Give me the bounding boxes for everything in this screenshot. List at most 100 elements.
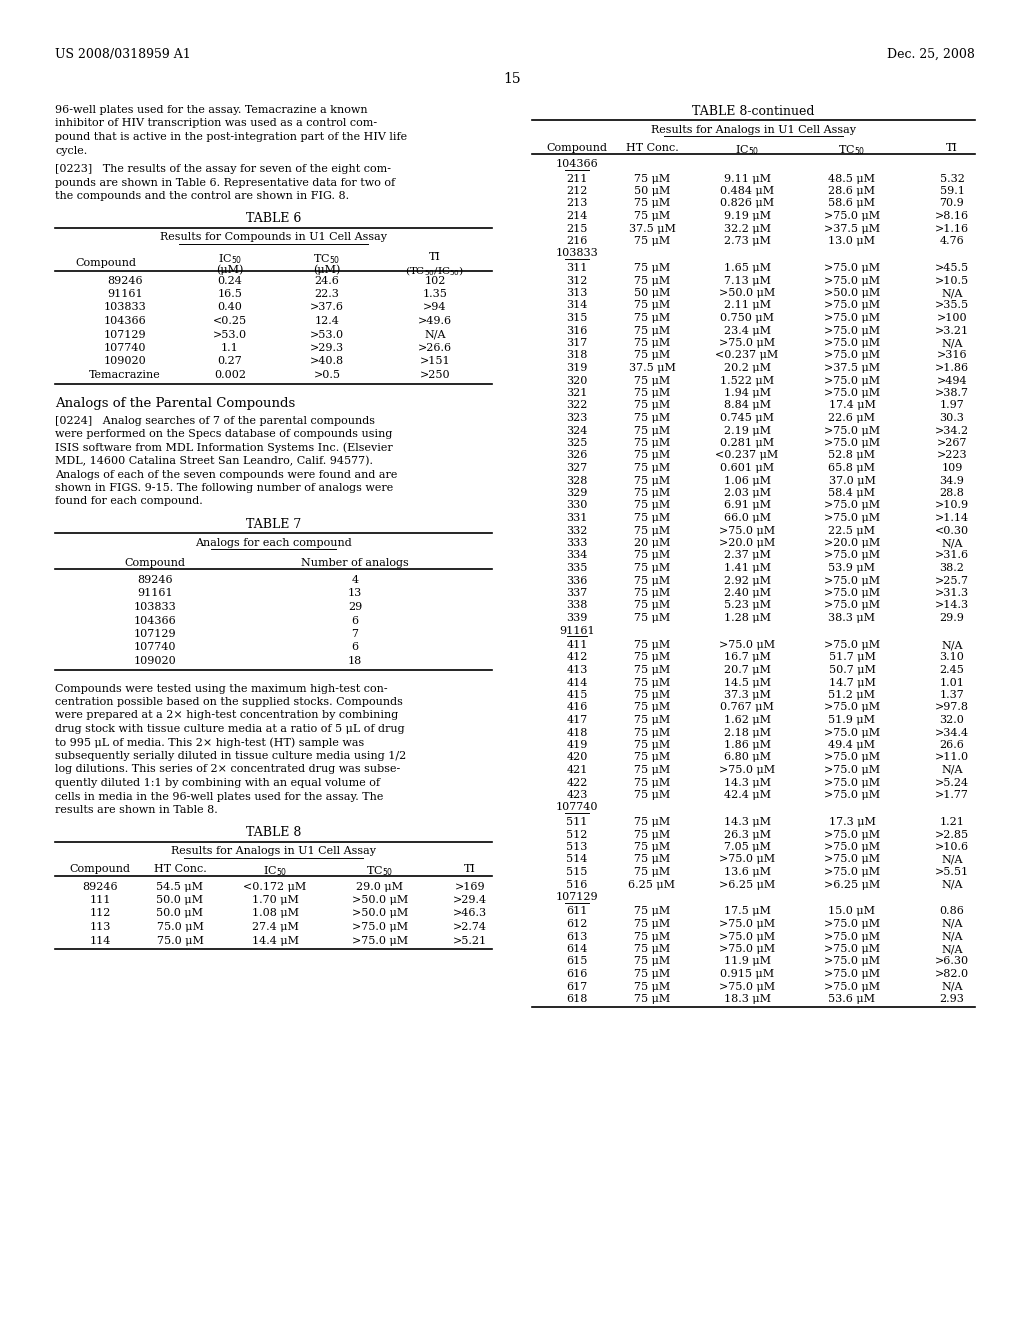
Text: 417: 417 <box>566 715 588 725</box>
Text: >75.0 μM: >75.0 μM <box>824 211 880 220</box>
Text: 6.25 μM: 6.25 μM <box>629 879 676 890</box>
Text: >1.86: >1.86 <box>935 363 969 374</box>
Text: 75 μM: 75 μM <box>634 919 670 929</box>
Text: 75 μM: 75 μM <box>634 375 670 385</box>
Text: >97.8: >97.8 <box>935 702 969 713</box>
Text: 75 μM: 75 μM <box>634 652 670 663</box>
Text: 612: 612 <box>566 919 588 929</box>
Text: 1.522 μM: 1.522 μM <box>720 375 774 385</box>
Text: 332: 332 <box>566 525 588 536</box>
Text: >75.0 μM: >75.0 μM <box>824 326 880 335</box>
Text: >50.0 μM: >50.0 μM <box>352 908 409 919</box>
Text: 51.9 μM: 51.9 μM <box>828 715 876 725</box>
Text: 75 μM: 75 μM <box>634 351 670 360</box>
Text: Temacrazine: Temacrazine <box>89 370 161 380</box>
Text: 34.9: 34.9 <box>940 475 965 486</box>
Text: 0.915 μM: 0.915 μM <box>720 969 774 979</box>
Text: 37.5 μM: 37.5 μM <box>629 223 676 234</box>
Text: 75 μM: 75 μM <box>634 640 670 649</box>
Text: 17.5 μM: 17.5 μM <box>724 907 770 916</box>
Text: >2.85: >2.85 <box>935 829 969 840</box>
Text: >75.0 μM: >75.0 μM <box>824 842 880 851</box>
Text: Compound: Compound <box>547 143 607 153</box>
Text: [0223]   The results of the assay for seven of the eight com-: [0223] The results of the assay for seve… <box>55 164 391 174</box>
Text: 75 μM: 75 μM <box>634 867 670 876</box>
Text: 611: 611 <box>566 907 588 916</box>
Text: 75 μM: 75 μM <box>634 450 670 461</box>
Text: HT Conc.: HT Conc. <box>154 865 207 874</box>
Text: cycle.: cycle. <box>55 145 87 156</box>
Text: 75 μM: 75 μM <box>634 932 670 941</box>
Text: 330: 330 <box>566 500 588 511</box>
Text: 107129: 107129 <box>556 892 598 902</box>
Text: 323: 323 <box>566 413 588 422</box>
Text: 311: 311 <box>566 263 588 273</box>
Text: 513: 513 <box>566 842 588 851</box>
Text: 313: 313 <box>566 288 588 298</box>
Text: 75 μM: 75 μM <box>634 463 670 473</box>
Text: 2.92 μM: 2.92 μM <box>724 576 770 586</box>
Text: 75 μM: 75 μM <box>634 587 670 598</box>
Text: 1.37: 1.37 <box>940 690 965 700</box>
Text: drug stock with tissue culture media at a ratio of 5 μL of drug: drug stock with tissue culture media at … <box>55 723 404 734</box>
Text: subsequently serially diluted in tissue culture media using 1/2: subsequently serially diluted in tissue … <box>55 751 407 762</box>
Text: 18: 18 <box>348 656 362 667</box>
Text: TC$_{50}$: TC$_{50}$ <box>313 252 341 267</box>
Text: >46.3: >46.3 <box>453 908 487 919</box>
Text: N/A: N/A <box>941 944 963 954</box>
Text: >1.14: >1.14 <box>935 513 969 523</box>
Text: 6: 6 <box>351 643 358 652</box>
Text: 29: 29 <box>348 602 362 612</box>
Text: 320: 320 <box>566 375 588 385</box>
Text: 2.18 μM: 2.18 μM <box>724 727 770 738</box>
Text: N/A: N/A <box>424 330 445 339</box>
Text: <0.25: <0.25 <box>213 315 247 326</box>
Text: found for each compound.: found for each compound. <box>55 496 203 507</box>
Text: 14.5 μM: 14.5 μM <box>724 677 770 688</box>
Text: TABLE 8: TABLE 8 <box>246 826 301 840</box>
Text: 8.84 μM: 8.84 μM <box>724 400 770 411</box>
Text: 4: 4 <box>351 576 358 585</box>
Text: 1.35: 1.35 <box>423 289 447 300</box>
Text: 2.37 μM: 2.37 μM <box>724 550 770 561</box>
Text: <0.237 μM: <0.237 μM <box>716 450 778 461</box>
Text: 317: 317 <box>566 338 588 348</box>
Text: 215: 215 <box>566 223 588 234</box>
Text: TI: TI <box>946 143 957 153</box>
Text: 319: 319 <box>566 363 588 374</box>
Text: 51.7 μM: 51.7 μM <box>828 652 876 663</box>
Text: 18.3 μM: 18.3 μM <box>724 994 770 1005</box>
Text: 336: 336 <box>566 576 588 586</box>
Text: >75.0 μM: >75.0 μM <box>824 702 880 713</box>
Text: 412: 412 <box>566 652 588 663</box>
Text: 75 μM: 75 μM <box>634 601 670 610</box>
Text: 30.3: 30.3 <box>940 413 965 422</box>
Text: >75.0 μM: >75.0 μM <box>824 576 880 586</box>
Text: >5.51: >5.51 <box>935 867 969 876</box>
Text: 109020: 109020 <box>103 356 146 367</box>
Text: 214: 214 <box>566 211 588 220</box>
Text: the compounds and the control are shown in FIG. 8.: the compounds and the control are shown … <box>55 191 349 201</box>
Text: 0.767 μM: 0.767 μM <box>720 702 774 713</box>
Text: 49.4 μM: 49.4 μM <box>828 741 876 750</box>
Text: 1.08 μM: 1.08 μM <box>252 908 299 919</box>
Text: >75.0 μM: >75.0 μM <box>824 513 880 523</box>
Text: 37.5 μM: 37.5 μM <box>629 363 676 374</box>
Text: 75 μM: 75 μM <box>634 957 670 966</box>
Text: 27.4 μM: 27.4 μM <box>252 921 298 932</box>
Text: >75.0 μM: >75.0 μM <box>824 425 880 436</box>
Text: Compounds were tested using the maximum high-test con-: Compounds were tested using the maximum … <box>55 684 388 693</box>
Text: 331: 331 <box>566 513 588 523</box>
Text: 211: 211 <box>566 173 588 183</box>
Text: 7.05 μM: 7.05 μM <box>724 842 770 851</box>
Text: 616: 616 <box>566 969 588 979</box>
Text: 2.03 μM: 2.03 μM <box>724 488 770 498</box>
Text: 413: 413 <box>566 665 588 675</box>
Text: 213: 213 <box>566 198 588 209</box>
Text: 89246: 89246 <box>108 276 142 285</box>
Text: 15: 15 <box>503 73 521 86</box>
Text: 29.9: 29.9 <box>940 612 965 623</box>
Text: [0224]   Analog searches of 7 of the parental compounds: [0224] Analog searches of 7 of the paren… <box>55 416 375 425</box>
Text: 107129: 107129 <box>103 330 146 339</box>
Text: 0.24: 0.24 <box>217 276 243 285</box>
